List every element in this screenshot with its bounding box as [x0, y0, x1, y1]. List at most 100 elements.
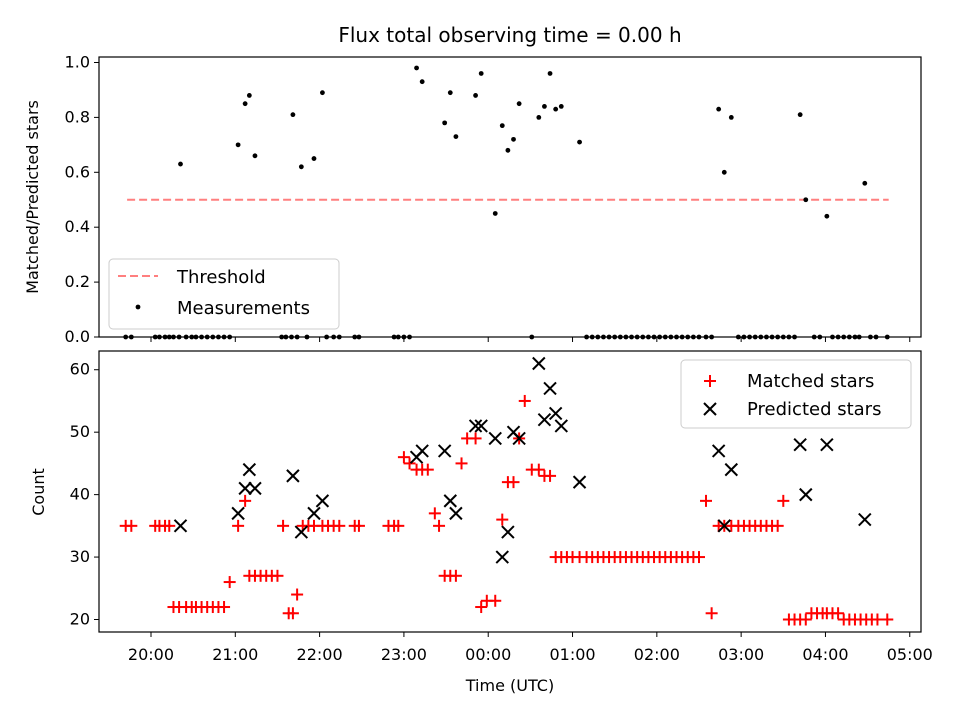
y-tick-label: 0.4: [65, 217, 90, 236]
matched-point: [692, 551, 705, 564]
matched-point: [397, 451, 410, 464]
predicted-point: [724, 462, 739, 477]
measurement-point: [235, 142, 241, 148]
measurement-point: [797, 112, 803, 118]
predicted-point: [173, 519, 188, 533]
measurement-point: [803, 197, 809, 203]
measurement-point: [414, 65, 419, 71]
predicted-point: [537, 412, 552, 427]
x-tick-label: 04:00: [802, 645, 848, 664]
matched-point: [352, 519, 365, 532]
matched-point: [291, 588, 304, 601]
y-tick-label: 0.2: [65, 272, 90, 291]
matched-point: [832, 607, 845, 620]
predicted-point: [443, 494, 457, 508]
bottom-legend-box: [680, 359, 912, 429]
matched-point: [218, 601, 231, 614]
predicted-point: [495, 550, 509, 564]
matched-point: [544, 469, 557, 482]
measurement-point: [824, 213, 830, 219]
predicted-point: [242, 462, 257, 477]
legend-measurements-swatch: [135, 304, 141, 310]
matched-point: [881, 613, 894, 626]
y-tick-label: 60: [70, 360, 90, 379]
measurement-point: [721, 169, 727, 175]
legend-threshold-label: Threshold: [176, 267, 266, 288]
matched-point: [421, 463, 434, 476]
y-tick-label: 40: [70, 485, 90, 504]
predicted-point: [488, 431, 502, 446]
matched-point: [428, 507, 441, 520]
measurement-point: [547, 71, 553, 76]
x-tick-label: 22:00: [297, 645, 343, 664]
y-tick-label: 0.0: [65, 327, 90, 346]
predicted-point: [231, 506, 245, 521]
x-tick-label: 00:00: [465, 645, 511, 664]
predicted-point: [315, 494, 330, 508]
measurement-point: [505, 147, 511, 153]
predicted-point: [711, 444, 726, 458]
matched-point: [403, 457, 416, 470]
measurement-point: [311, 156, 317, 161]
predicted-point: [468, 419, 483, 433]
legend-matched-swatch: [704, 375, 716, 387]
measurement-point: [298, 164, 304, 170]
matched-point: [518, 394, 531, 407]
x-tick-label: 21:00: [212, 645, 258, 664]
top-panel-ticks: 0.0 0.2 0.4 0.6 0.8 1.0: [65, 52, 911, 346]
measurement-point: [716, 106, 722, 112]
matched-point: [777, 494, 790, 507]
matched-point: [163, 519, 176, 532]
predicted-point: [474, 419, 488, 433]
legend-measurements-label: Measurements: [177, 298, 310, 319]
predicted-point: [820, 437, 834, 452]
measurement-point: [862, 180, 868, 186]
predicted-point: [512, 431, 526, 446]
bottom-panel-frame: [98, 350, 922, 633]
measurement-point: [453, 134, 459, 140]
matched-point: [496, 513, 509, 526]
predicted-point: [799, 487, 813, 502]
top-panel: 0.0 0.2 0.4 0.6 0.8 1.0 Matched/Predicted sta…: [23, 52, 922, 346]
measurement-point: [499, 123, 505, 129]
matched-point: [449, 569, 462, 582]
matched-point: [232, 519, 245, 532]
predicted-point: [238, 481, 252, 496]
measurement-point: [473, 93, 478, 98]
matched-point: [125, 519, 138, 532]
matched-point: [475, 601, 488, 614]
measurement-point: [252, 153, 258, 159]
matched-point: [469, 432, 482, 445]
predicted-point: [294, 525, 309, 539]
matched-point: [392, 519, 405, 532]
matched-point: [507, 476, 520, 489]
predicted-point: [437, 444, 452, 458]
y-tick-label: 30: [70, 547, 90, 566]
legend-predicted-label: Predicted stars: [747, 399, 881, 420]
y-tick-label: 1.0: [65, 52, 90, 71]
predicted-point: [858, 512, 872, 527]
predicted-point: [793, 437, 807, 452]
predicted-point: [501, 525, 515, 539]
top-legend-box: [108, 258, 340, 330]
matched-point: [532, 463, 545, 476]
matched-point: [700, 494, 713, 507]
matched-point: [433, 519, 446, 532]
x-axis-label: Time (UTC): [465, 676, 554, 695]
bottom-y-axis-label: Count: [29, 468, 48, 516]
legend-matched-label: Matched stars: [747, 371, 874, 392]
measurement-point: [516, 101, 522, 107]
measurement-point: [290, 112, 296, 118]
predicted-point: [548, 406, 563, 421]
predicted-point: [717, 519, 731, 533]
matched-point: [271, 569, 284, 582]
measurement-point: [536, 114, 542, 120]
top-panel-frame: [98, 56, 922, 338]
x-tick-label: 23:00: [381, 645, 427, 664]
measurement-point: [577, 139, 582, 145]
matched-point: [239, 494, 252, 507]
measurement-point: [242, 101, 248, 107]
x-tick-label: 03:00: [718, 645, 764, 664]
bottom-panel-ticks: 20 30 40 50 60 20:00 21:00 22:00 23:00 00:00 01:00…: [70, 360, 933, 664]
